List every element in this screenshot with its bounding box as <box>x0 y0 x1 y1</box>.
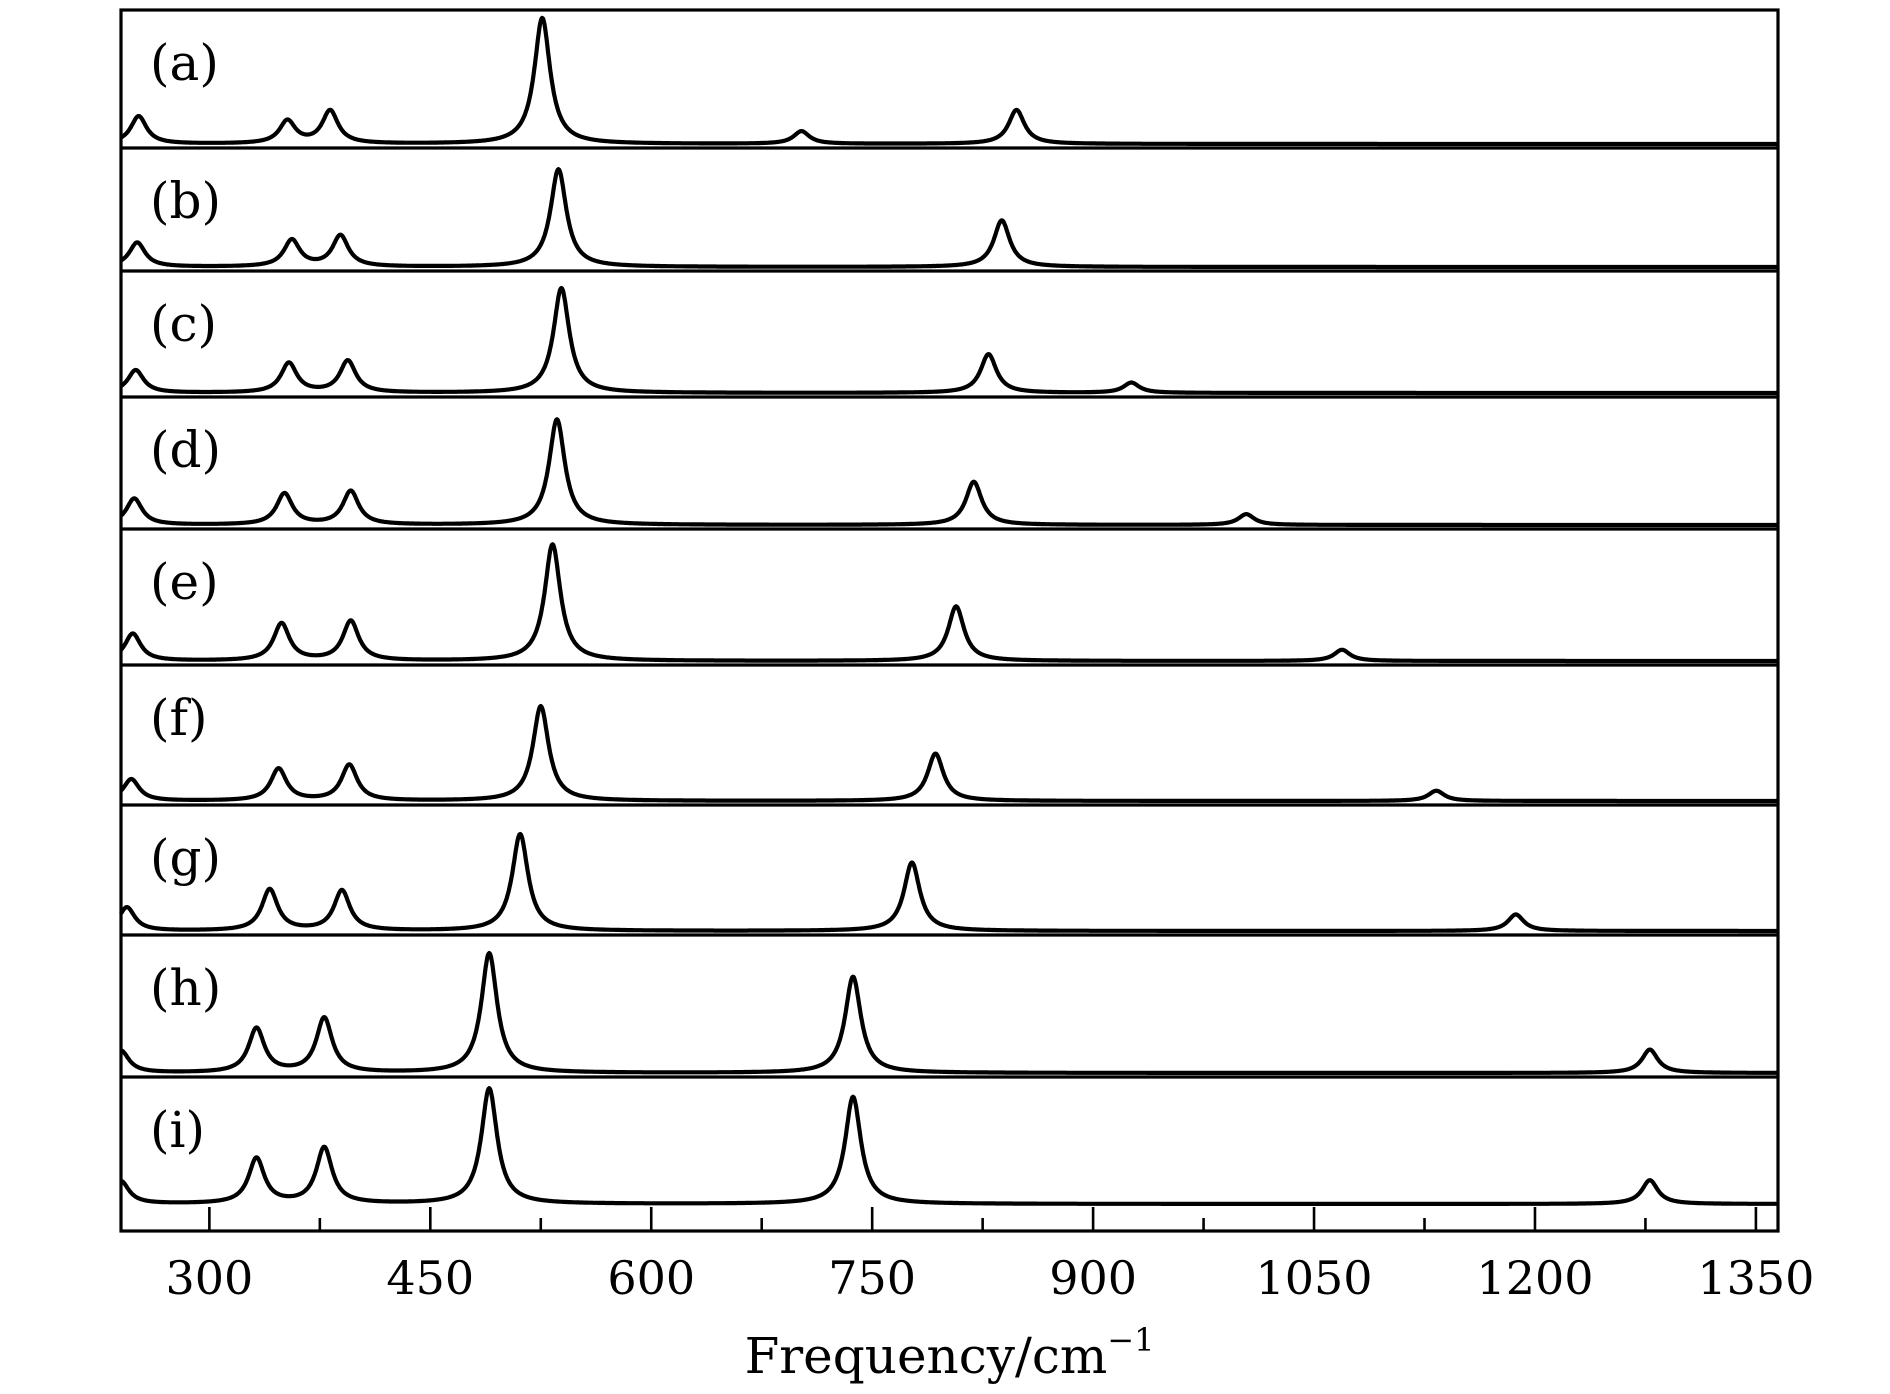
spectrum-panel: (c) <box>119 285 1780 399</box>
spectrum-trace <box>119 704 1780 804</box>
panel-label: (b) <box>150 172 221 230</box>
spectrum-panel: (b) <box>119 167 1780 273</box>
panel-label: (f) <box>150 689 208 747</box>
spectrum-trace <box>119 285 1780 396</box>
x-axis-label-text: Frequency/cm <box>745 1327 1108 1385</box>
x-tick-label: 1200 <box>1476 1251 1593 1305</box>
spectrum-trace <box>119 951 1780 1075</box>
spectrum-panel: (g) <box>119 829 1780 937</box>
panel-label: (c) <box>150 295 217 353</box>
spectrum-trace <box>119 417 1780 528</box>
x-tick-label: 1050 <box>1256 1251 1373 1305</box>
spectrum-panel: (a) <box>119 15 1780 150</box>
panel-label: (g) <box>150 829 221 887</box>
spectrum-trace <box>119 167 1780 270</box>
panel-label: (d) <box>150 421 221 479</box>
x-tick-label: 600 <box>607 1251 695 1305</box>
spectrum-trace <box>119 15 1780 147</box>
spectrum-trace <box>119 831 1780 934</box>
x-tick-label: 300 <box>165 1251 253 1305</box>
panel-label: (a) <box>150 34 219 92</box>
panel-label: (e) <box>150 553 219 611</box>
spectrum-trace <box>119 542 1780 664</box>
spectrum-panel: (f) <box>119 689 1780 807</box>
spectrum-trace <box>119 1086 1780 1206</box>
x-axis-label: Frequency/cm−1 <box>745 1321 1155 1385</box>
panel-stack: (a) (b) (c) (d) (e) (f) (g) (h) (i) <box>119 15 1780 1206</box>
spectrum-panel: (i) <box>119 1086 1780 1206</box>
panel-label: (i) <box>150 1101 205 1159</box>
panel-label: (h) <box>150 959 221 1017</box>
spectrum-panel: (h) <box>119 951 1780 1079</box>
x-tick-label: 1350 <box>1697 1251 1814 1305</box>
x-axis-label-superscript: −1 <box>1107 1321 1154 1359</box>
x-tick-label: 450 <box>386 1251 474 1305</box>
x-axis: 300 450 600 750 900 1050 1200 1350 <box>165 1207 1814 1305</box>
plot-frame <box>119 8 1780 1233</box>
x-tick-label: 750 <box>828 1251 916 1305</box>
spectrum-panel: (e) <box>119 542 1780 667</box>
spectrum-panel: (d) <box>119 417 1780 531</box>
x-tick-label: 900 <box>1049 1251 1137 1305</box>
